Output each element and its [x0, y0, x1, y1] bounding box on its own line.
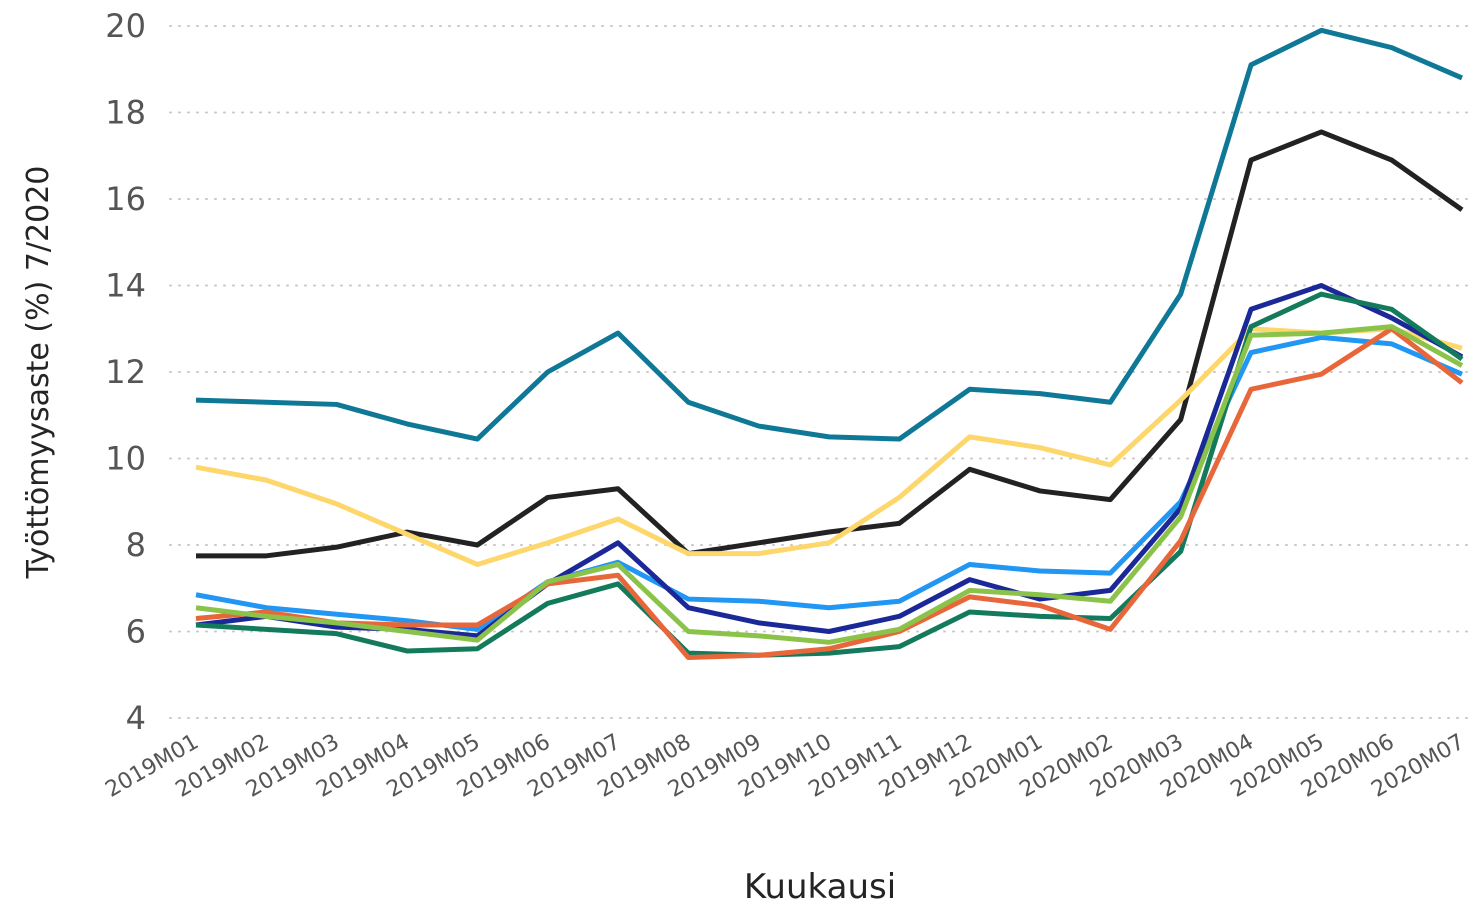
y-tick-label: 16 — [105, 180, 146, 218]
y-tick-label: 20 — [105, 7, 146, 45]
series-line — [195, 291, 1464, 658]
series-line — [195, 334, 1463, 632]
y-tick-label: 12 — [105, 353, 146, 391]
series-line — [195, 27, 1463, 442]
y-tick-label: 18 — [105, 94, 146, 132]
y-tick-label: 4 — [126, 699, 146, 737]
y-tick-label: 6 — [126, 613, 146, 651]
series-line — [195, 283, 1464, 639]
series-line — [196, 129, 1464, 559]
x-axis-label: Kuukausi — [744, 867, 896, 903]
y-tick-label: 10 — [105, 440, 146, 478]
y-tick-label: 8 — [126, 526, 146, 564]
y-tick-label: 14 — [105, 267, 146, 305]
series-line — [195, 326, 1464, 660]
y-axis-label: Työttömyysaste (%) 7/2020 — [21, 166, 56, 580]
series-line — [195, 324, 1464, 645]
series-line — [195, 326, 1463, 567]
